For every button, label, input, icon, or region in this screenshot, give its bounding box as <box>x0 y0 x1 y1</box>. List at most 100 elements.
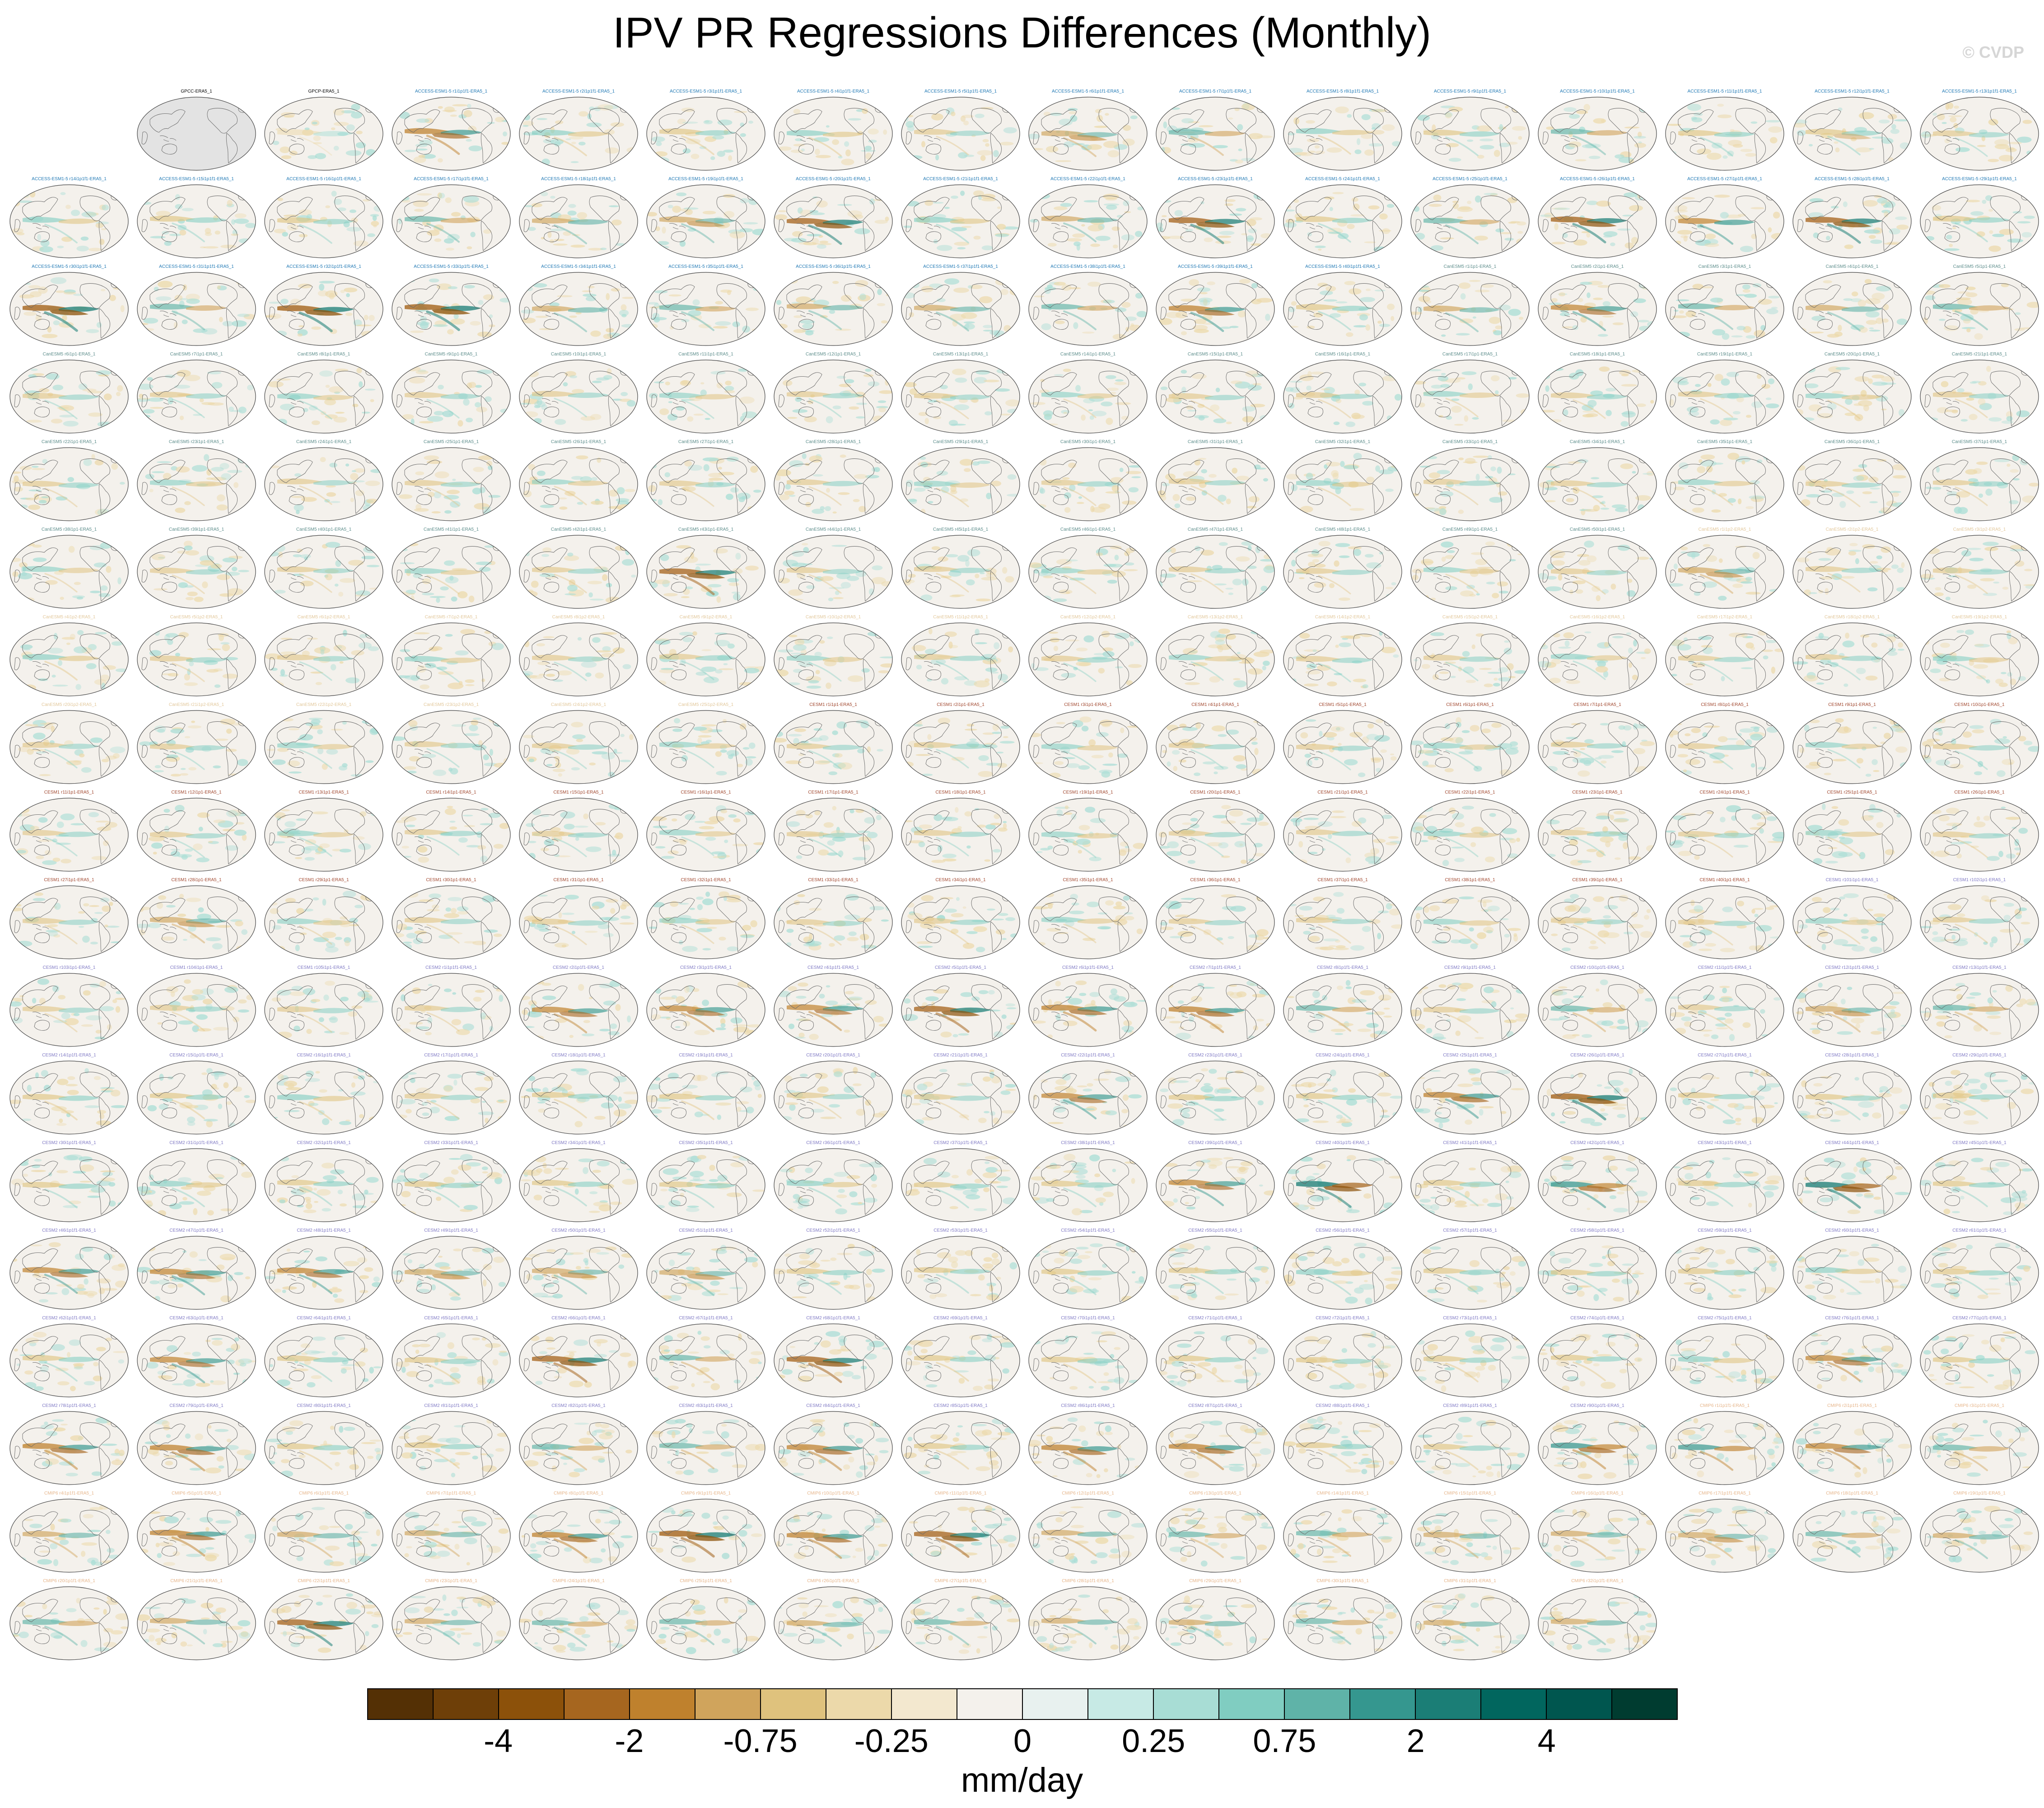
regression-map <box>137 1323 256 1397</box>
regression-map <box>1538 447 1657 521</box>
map-panel: ACCESS-ESM1-5 r23i1p1f1-ERA5_1 <box>1152 176 1279 261</box>
colorbar-tick-label: 4 <box>1537 1723 1556 1759</box>
map-panel: ACCESS-ESM1-5 r16i1p1f1-ERA5_1 <box>260 176 387 261</box>
panel-title: CESM2 r75i1p1f1-ERA5_1 <box>1698 1316 1752 1321</box>
regression-map <box>1792 622 1912 696</box>
map-panel: CESM2 r71i1p1f1-ERA5_1 <box>1152 1315 1279 1400</box>
panel-title: CMIP6 r7i1p1f1-ERA5_1 <box>426 1491 476 1496</box>
map-panel: CESM2 r14i1p1f1-ERA5_1 <box>5 1052 133 1137</box>
map-panel: CESM2 r89i1p1f1-ERA5_1 <box>1406 1402 1534 1487</box>
map-panel: CESM2 r54i1p1f1-ERA5_1 <box>1024 1227 1152 1312</box>
regression-map <box>137 885 256 959</box>
regression-map <box>1538 535 1657 609</box>
map-panel: CanESM5 r2i1p1-ERA5_1 <box>1534 263 1661 348</box>
panel-title: CanESM5 r34i1p1-ERA5_1 <box>1569 439 1625 444</box>
panel-title: CESM1 r23i1p1-ERA5_1 <box>1572 790 1623 795</box>
panel-title: CESM2 r40i1p1f1-ERA5_1 <box>1316 1140 1370 1145</box>
map-panel: CanESM5 r11i1p1-ERA5_1 <box>642 351 770 436</box>
regression-map <box>1792 1236 1912 1310</box>
map-panel: CanESM5 r1i1p2-ERA5_1 <box>1661 526 1788 611</box>
map-panel: CESM1 r30i1p1-ERA5_1 <box>387 877 515 962</box>
regression-map <box>9 973 129 1047</box>
panel-title: CMIP6 r15i1p1f1-ERA5_1 <box>1444 1491 1496 1496</box>
map-panel: CanESM5 r21i1p2-ERA5_1 <box>133 701 260 786</box>
panel-title: CMIP6 r16i1p1f1-ERA5_1 <box>1571 1491 1624 1496</box>
panel-title: GPCC-ERA5_1 <box>181 89 212 94</box>
colorbar-box <box>1285 1689 1350 1719</box>
panel-title: ACCESS-ESM1-5 r40i1p1f1-ERA5_1 <box>1305 264 1380 269</box>
regression-map <box>519 360 638 434</box>
regression-map <box>1283 97 1402 171</box>
panel-title: CanESM5 r23i1p2-ERA5_1 <box>423 702 479 707</box>
regression-map <box>774 1148 893 1222</box>
panel-title: CESM2 r81i1p1f1-ERA5_1 <box>424 1403 478 1408</box>
map-panel: CanESM5 r16i1p1-ERA5_1 <box>1279 351 1406 436</box>
panel-title: CanESM5 r50i1p1-ERA5_1 <box>1569 527 1625 532</box>
panel-title: CanESM5 r16i1p1-ERA5_1 <box>1315 352 1371 357</box>
regression-map <box>1538 272 1657 346</box>
panel-title: CESM1 r36i1p1-ERA5_1 <box>1190 878 1241 883</box>
map-panel: CanESM5 r6i1p2-ERA5_1 <box>260 614 387 699</box>
colorbar-tick-label: 0 <box>1013 1723 1032 1759</box>
regression-map <box>264 1061 383 1135</box>
map-panel: CanESM5 r23i1p1-ERA5_1 <box>133 439 260 523</box>
regression-map <box>774 184 893 258</box>
panel-title: CanESM5 r9i1p2-ERA5_1 <box>679 615 733 620</box>
panel-title: CanESM5 r22i1p1-ERA5_1 <box>41 439 97 444</box>
regression-map <box>1283 1323 1402 1397</box>
regression-map <box>774 535 893 609</box>
map-panel: CESM2 r1i1p1f1-ERA5_1 <box>387 964 515 1049</box>
map-panel: CESM1 r14i1p1-ERA5_1 <box>387 789 515 874</box>
panel-title: ACCESS-ESM1-5 r23i1p1f1-ERA5_1 <box>1178 177 1253 182</box>
regression-map <box>1792 885 1912 959</box>
panel-title: CESM2 r13i1p1f1-ERA5_1 <box>1952 965 2007 970</box>
panel-title: CanESM5 r8i1p2-ERA5_1 <box>552 615 605 620</box>
map-panel: CanESM5 r25i1p1-ERA5_1 <box>387 439 515 523</box>
map-panel: CESM2 r27i1p1f1-ERA5_1 <box>1661 1052 1788 1137</box>
map-panel: CMIP6 r21i1p1f1-ERA5_1 <box>133 1578 260 1663</box>
panel-title: CESM2 r18i1p1f1-ERA5_1 <box>551 1053 606 1058</box>
panel-title: CESM2 r11i1p1f1-ERA5_1 <box>1698 965 1752 970</box>
panel-title: CESM2 r12i1p1f1-ERA5_1 <box>1825 965 1879 970</box>
regression-map <box>519 885 638 959</box>
map-panel: ACCESS-ESM1-5 r31i1p1f1-ERA5_1 <box>133 263 260 348</box>
panel-title: CESM2 r36i1p1f1-ERA5_1 <box>806 1140 860 1145</box>
panel-title: CESM2 r71i1p1f1-ERA5_1 <box>1188 1316 1242 1321</box>
map-panel: CESM1 r105i1p1-ERA5_1 <box>260 964 387 1049</box>
map-panel: CanESM5 r41i1p1-ERA5_1 <box>387 526 515 611</box>
panel-title: CESM1 r3i1p1-ERA5_1 <box>1064 702 1112 707</box>
map-panel: CanESM5 r27i1p1-ERA5_1 <box>642 439 770 523</box>
panel-title: CESM2 r39i1p1f1-ERA5_1 <box>1188 1140 1242 1145</box>
panel-title: CanESM5 r15i1p2-ERA5_1 <box>1442 615 1498 620</box>
regression-map <box>137 622 256 696</box>
panel-title: CanESM5 r27i1p1-ERA5_1 <box>678 439 734 444</box>
map-panel: CESM2 r7i1p1f1-ERA5_1 <box>1152 964 1279 1049</box>
panel-title: CanESM5 r1i1p2-ERA5_1 <box>1698 527 1751 532</box>
regression-map <box>1028 97 1148 171</box>
panel-title: ACCESS-ESM1-5 r35i1p1f1-ERA5_1 <box>668 264 743 269</box>
regression-map <box>9 1323 129 1397</box>
map-panel: CESM2 r79i1p1f1-ERA5_1 <box>133 1402 260 1487</box>
panel-title: CESM2 r48i1p1f1-ERA5_1 <box>297 1228 351 1233</box>
map-panel: ACCESS-ESM1-5 r5i1p1f1-ERA5_1 <box>897 88 1024 173</box>
map-panel: CESM1 r6i1p1-ERA5_1 <box>1406 701 1534 786</box>
panel-title: CMIP6 r22i1p1f1-ERA5_1 <box>298 1579 350 1584</box>
map-panel: CESM2 r24i1p1f1-ERA5_1 <box>1279 1052 1406 1137</box>
regression-map <box>137 1411 256 1485</box>
regression-map <box>392 1323 511 1397</box>
regression-map <box>1156 622 1275 696</box>
map-panel: CESM2 r57i1p1f1-ERA5_1 <box>1406 1227 1534 1312</box>
map-panel: CMIP6 r30i1p1f1-ERA5_1 <box>1279 1578 1406 1663</box>
map-panel: ACCESS-ESM1-5 r17i1p1f1-ERA5_1 <box>387 176 515 261</box>
panel-title: CESM1 r34i1p1-ERA5_1 <box>935 878 986 883</box>
map-panel: ACCESS-ESM1-5 r1i1p1f1-ERA5_1 <box>387 88 515 173</box>
colorbar-box <box>499 1689 565 1719</box>
map-panel: CanESM5 r1i1p1-ERA5_1 <box>1406 263 1534 348</box>
map-panel: CESM2 r51i1p1f1-ERA5_1 <box>642 1227 770 1312</box>
map-panel: CanESM5 r38i1p1-ERA5_1 <box>5 526 133 611</box>
panel-title: CanESM5 r20i1p2-ERA5_1 <box>41 702 97 707</box>
panel-title: CanESM5 r5i1p2-ERA5_1 <box>170 615 223 620</box>
regression-map <box>264 535 383 609</box>
map-panel: ACCESS-ESM1-5 r8i1p1f1-ERA5_1 <box>1279 88 1406 173</box>
map-panel: CESM2 r4i1p1f1-ERA5_1 <box>770 964 897 1049</box>
